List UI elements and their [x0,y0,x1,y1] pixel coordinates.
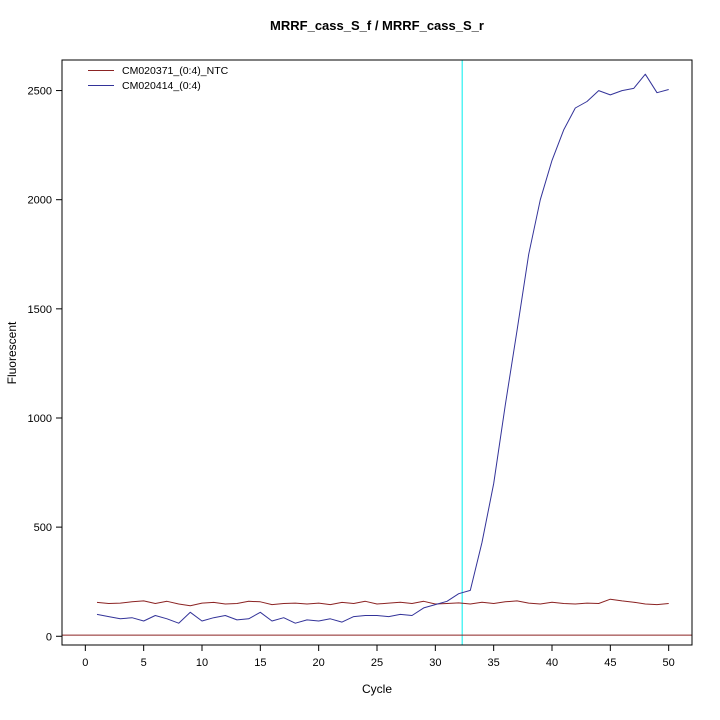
y-tick-label: 2000 [28,195,52,207]
x-tick-label: 5 [141,657,147,669]
legend-entry: CM020371_(0:4)_NTC [88,63,228,78]
x-tick-label: 50 [663,657,675,669]
legend-label: CM020371_(0:4)_NTC [122,64,229,77]
x-tick-label: 45 [604,657,616,669]
x-tick-label: 0 [82,657,88,669]
legend-label: CM020414_(0:4) [122,79,201,92]
x-tick-label: 35 [488,657,500,669]
x-tick-label: 40 [546,657,558,669]
series-line-1 [96,73,669,624]
x-tick-label: 15 [254,657,266,669]
series-line-0 [96,598,669,607]
plot-border [61,59,693,646]
legend-entry: CM020414_(0:4) [88,78,228,93]
legend: CM020371_(0:4)_NTC CM020414_(0:4) [88,63,228,93]
y-axis-label: Fluorescent [5,321,19,385]
x-tick-label: 30 [429,657,441,669]
y-tick-label: 1500 [28,304,52,316]
legend-line-swatch [88,70,114,71]
x-axis-label: Cycle [361,682,392,696]
x-tick-label: 25 [371,657,383,669]
legend-line-swatch [88,85,114,86]
chart-title: MRRF_cass_S_f / MRRF_cass_S_r [270,18,484,33]
y-tick-label: 500 [34,522,52,534]
y-tick-label: 2500 [28,86,52,98]
y-tick-label: 1000 [28,413,52,425]
y-tick-label: 0 [46,631,52,643]
x-tick-label: 20 [313,657,325,669]
x-tick-label: 10 [196,657,208,669]
